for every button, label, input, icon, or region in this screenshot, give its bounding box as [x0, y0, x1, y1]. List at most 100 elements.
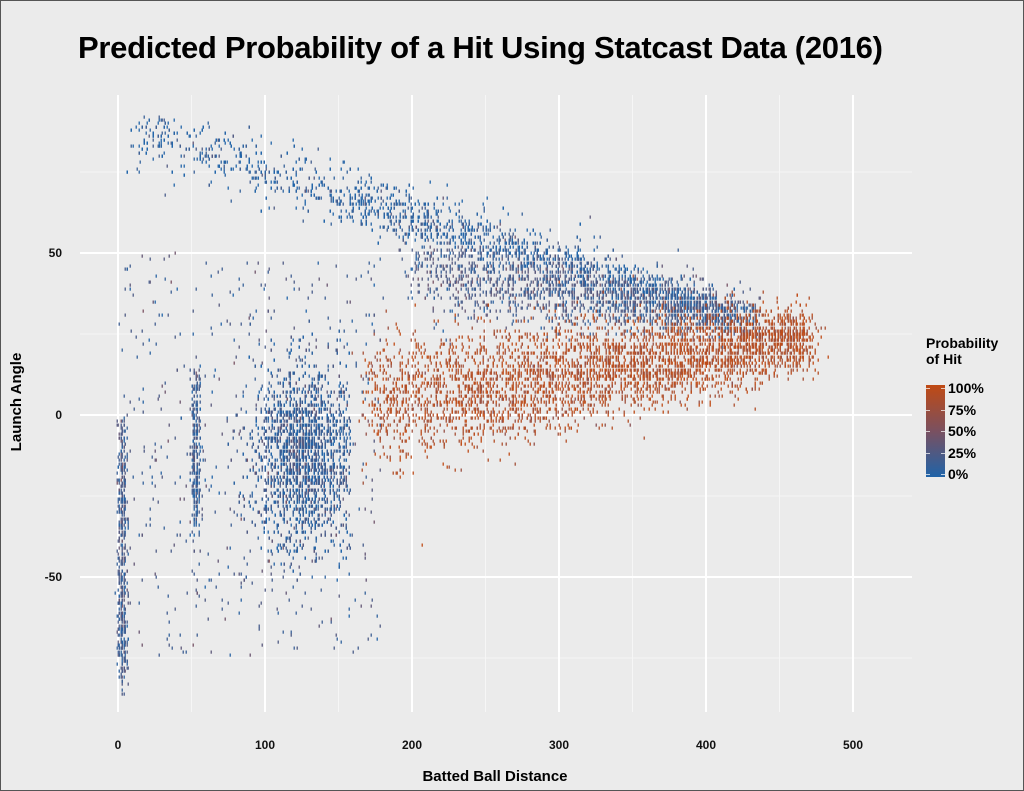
data-tile: [577, 274, 579, 278]
data-tile: [802, 377, 804, 381]
data-tile: [684, 287, 686, 291]
data-tile: [702, 316, 704, 320]
data-tile: [433, 326, 435, 330]
data-tile: [617, 319, 619, 323]
data-tile: [586, 355, 588, 359]
data-tile: [192, 141, 194, 145]
data-tile: [702, 303, 704, 307]
data-tile: [454, 410, 456, 414]
data-tile: [526, 274, 528, 278]
data-tile: [651, 345, 653, 349]
data-tile: [567, 257, 569, 261]
data-tile: [539, 368, 541, 372]
data-tile: [208, 125, 210, 129]
data-tile: [655, 306, 657, 310]
data-tile: [637, 329, 639, 333]
data-tile: [627, 309, 629, 313]
data-tile: [534, 293, 536, 297]
data-tile: [564, 329, 566, 333]
data-tile: [492, 283, 494, 287]
data-tile: [527, 361, 529, 365]
data-tile: [502, 267, 504, 271]
data-tile: [418, 261, 420, 265]
data-tile: [533, 264, 535, 268]
data-tile: [505, 267, 507, 271]
data-tile: [674, 296, 676, 300]
data-tile: [699, 313, 701, 317]
data-tile: [615, 280, 617, 284]
data-tile: [733, 403, 735, 407]
data-tile: [158, 154, 160, 158]
data-tile: [318, 183, 320, 187]
data-tile: [651, 274, 653, 278]
data-tile: [673, 303, 675, 307]
data-tile: [435, 228, 437, 232]
data-tile: [485, 351, 487, 355]
data-tile: [690, 348, 692, 352]
data-tile: [590, 306, 592, 310]
data-tile: [461, 245, 463, 249]
data-tile: [536, 338, 538, 342]
data-tile: [640, 397, 642, 401]
data-tile: [430, 410, 432, 414]
data-tile: [282, 189, 284, 193]
data-tile: [759, 296, 761, 300]
data-tile: [646, 300, 648, 304]
data-tile: [670, 303, 672, 307]
data-tile: [664, 319, 666, 323]
data-tile: [138, 121, 140, 125]
data-tile: [634, 361, 636, 365]
data-tile: [712, 306, 714, 310]
data-tile: [634, 264, 636, 268]
data-tile: [618, 348, 620, 352]
data-tile: [655, 287, 657, 291]
data-tile: [684, 338, 686, 342]
data-tile: [436, 274, 438, 278]
data-tile: [564, 257, 566, 261]
data-tile: [626, 303, 628, 307]
data-tile: [645, 296, 647, 300]
data-tile: [246, 167, 248, 171]
data-tile: [505, 248, 507, 252]
data-tile: [496, 329, 498, 333]
data-tile: [496, 290, 498, 294]
data-tile: [545, 248, 547, 252]
data-tile: [492, 264, 494, 268]
data-tile: [680, 313, 682, 317]
data-tile: [548, 245, 550, 249]
data-tile: [623, 319, 625, 323]
data-tile: [223, 164, 225, 168]
data-tile: [671, 283, 673, 287]
data-tile: [432, 413, 434, 417]
data-tile: [533, 287, 535, 291]
data-tile: [429, 245, 431, 249]
data-tile: [740, 335, 742, 339]
data-tile: [712, 287, 714, 291]
data-tile: [693, 303, 695, 307]
data-tile: [179, 144, 181, 148]
data-tile: [526, 283, 528, 287]
data-tile: [402, 397, 404, 401]
data-tile: [410, 202, 412, 206]
data-tile: [509, 277, 511, 281]
data-tile: [442, 202, 444, 206]
data-tile: [180, 125, 182, 129]
data-tile: [570, 274, 572, 278]
data-tile: [658, 313, 660, 317]
data-tile: [499, 245, 501, 249]
data-tile: [646, 309, 648, 313]
data-tile: [646, 361, 648, 365]
data-tile: [618, 283, 620, 287]
data-tile: [163, 125, 165, 129]
data-tile: [443, 225, 445, 229]
data-tile: [420, 432, 422, 436]
data-tile: [637, 270, 639, 274]
data-tile: [614, 267, 616, 271]
data-tile: [507, 212, 509, 216]
data-tile: [398, 199, 400, 203]
data-tile: [724, 338, 726, 342]
data-tile: [652, 309, 654, 313]
data-tile: [624, 300, 626, 304]
data-tile: [690, 309, 692, 313]
data-tile: [509, 228, 511, 232]
